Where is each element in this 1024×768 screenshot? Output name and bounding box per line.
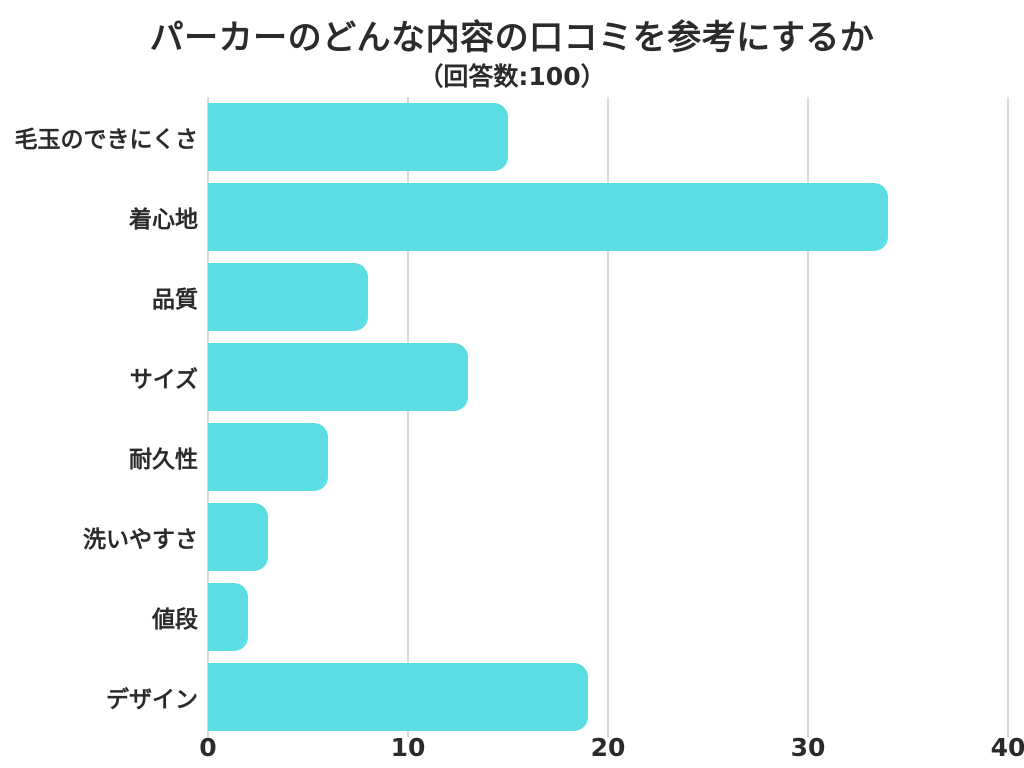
bar-row <box>208 337 1008 417</box>
bar-洗いやすさ <box>208 503 268 571</box>
bar-row <box>208 97 1008 177</box>
x-tick-label: 0 <box>199 733 217 762</box>
gridline-x-20 <box>607 97 609 737</box>
bar-row <box>208 497 1008 577</box>
gridline-x-40 <box>1007 97 1009 737</box>
bar-row <box>208 177 1008 257</box>
bar-row <box>208 657 1008 737</box>
x-tick-label: 40 <box>990 733 1024 762</box>
gridline-x-30 <box>807 97 809 737</box>
category-label: 毛玉のできにくさ <box>14 127 198 153</box>
category-label: 耐久性 <box>129 447 198 473</box>
chart-subtitle: （回答数:100） <box>418 62 606 91</box>
bar-row <box>208 417 1008 497</box>
category-label-column: 毛玉のできにくさ着心地品質サイズ耐久性洗いやすさ値段デザイン <box>0 97 198 737</box>
bar-row <box>208 577 1008 657</box>
category-label: デザイン <box>106 687 198 713</box>
category-label: 着心地 <box>129 207 198 233</box>
category-label: 品質 <box>152 287 198 313</box>
x-tick-label: 30 <box>790 733 826 762</box>
category-label: 洗いやすさ <box>83 527 198 553</box>
x-tick-label: 10 <box>390 733 426 762</box>
bar-品質 <box>208 263 368 331</box>
category-label: 値段 <box>152 607 198 633</box>
bar-サイズ <box>208 343 468 411</box>
bar-デザイン <box>208 663 588 731</box>
bar-row <box>208 257 1008 337</box>
plot-area <box>207 97 1009 737</box>
bar-着心地 <box>208 183 888 251</box>
bar-group <box>208 97 1008 737</box>
x-axis: 0 10 20 30 40 <box>199 727 1024 767</box>
gridline-x-10 <box>407 97 409 737</box>
bar-毛玉のできにくさ <box>208 103 508 171</box>
bar-耐久性 <box>208 423 328 491</box>
gridline-x-0 <box>207 97 209 737</box>
category-label: サイズ <box>129 367 198 393</box>
chart-title: パーカーのどんな内容の口コミを参考にするか <box>149 18 875 58</box>
bar-値段 <box>208 583 248 651</box>
x-tick-label: 20 <box>590 733 626 762</box>
